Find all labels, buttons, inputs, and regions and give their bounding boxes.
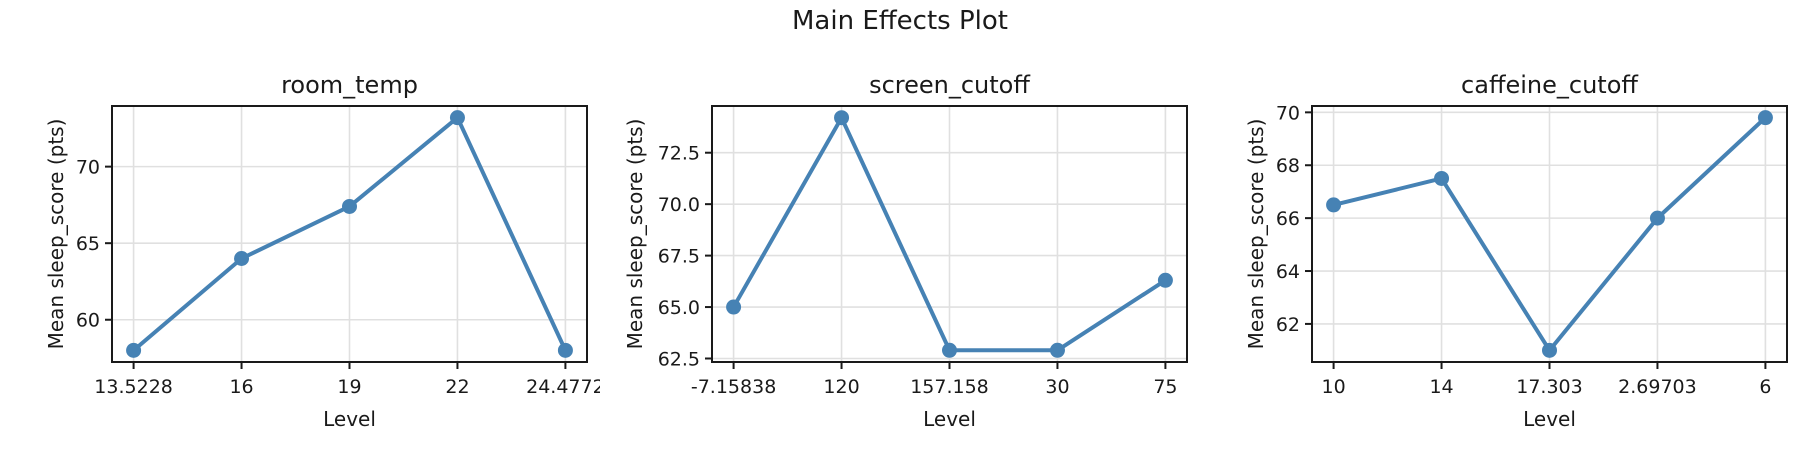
figure-title: Main Effects Plot — [792, 6, 1008, 36]
data-point — [1326, 197, 1342, 213]
x-tick-label: 10 — [1321, 376, 1345, 398]
data-point — [449, 110, 465, 126]
data-point — [1049, 342, 1065, 358]
data-point — [557, 342, 573, 358]
x-tick-label: 30 — [1045, 376, 1069, 398]
x-axis-label: Level — [1523, 407, 1576, 431]
data-point — [234, 250, 250, 266]
y-tick-label: 62 — [1276, 314, 1300, 336]
data-point — [1649, 210, 1665, 226]
y-tick-label: 70 — [1276, 102, 1300, 124]
subplot-caffeine_cutoff: 10 14 17.303 2.69703 6 62 64 66 68 70 caffeine_cut… — [1244, 71, 1788, 431]
x-tick-label: 75 — [1153, 376, 1177, 398]
y-axis-label: Mean sleep_score (pts) — [1244, 119, 1268, 350]
x-tick-label: 157.158 — [910, 376, 989, 398]
data-point — [1757, 110, 1773, 126]
data-point — [834, 110, 850, 126]
subplot-title: caffeine_cutoff — [1461, 71, 1638, 99]
y-tick-label: 70.0 — [658, 194, 700, 216]
x-tick-label: 2.69703 — [1618, 376, 1697, 398]
data-point — [942, 342, 957, 358]
x-tick-label: 17.303 — [1516, 376, 1582, 398]
subplot-title: room_temp — [281, 71, 418, 99]
y-tick-label: 67.5 — [658, 246, 700, 268]
subplot-title: screen_cutoff — [869, 71, 1030, 99]
x-axis-label: Level — [323, 407, 376, 431]
y-tick-label: 72.5 — [658, 143, 700, 165]
y-tick-label: 66 — [1276, 208, 1300, 230]
subplot-room_temp: 13.5228 16 19 22 24.4772 60 65 70 room_temp Level… — [44, 71, 600, 431]
data-point — [126, 342, 142, 358]
data-point — [342, 198, 357, 214]
x-tick-label: 22 — [445, 376, 469, 398]
x-tick-label: 6 — [1759, 376, 1771, 398]
y-tick-label: 68 — [1276, 155, 1300, 177]
data-point — [1542, 342, 1557, 358]
y-tick-label: 70 — [76, 157, 100, 179]
subplot-screen_cutoff: -7.15838 120 157.158 30 75 62.5 65.0 67.5 70.0 72… — [623, 71, 1188, 431]
y-tick-label: 65 — [76, 233, 100, 255]
y-tick-label: 65.0 — [658, 297, 700, 319]
x-tick-label: 24.4772 — [526, 376, 600, 398]
x-axis-label: Level — [923, 407, 976, 431]
y-axis-label: Mean sleep_score (pts) — [623, 119, 647, 350]
data-point — [1434, 170, 1450, 186]
data-point — [1157, 272, 1173, 288]
x-tick-label: 13.5228 — [94, 376, 173, 398]
data-point — [726, 299, 742, 315]
x-tick-label: 14 — [1429, 376, 1453, 398]
x-tick-label: 120 — [823, 376, 859, 398]
x-tick-label: -7.15838 — [691, 376, 776, 398]
y-tick-label: 64 — [1276, 261, 1300, 283]
y-tick-label: 62.5 — [658, 349, 700, 371]
x-tick-label: 19 — [337, 376, 361, 398]
y-tick-label: 60 — [76, 310, 100, 332]
x-tick-label: 16 — [229, 376, 253, 398]
y-axis-label: Mean sleep_score (pts) — [44, 119, 68, 350]
